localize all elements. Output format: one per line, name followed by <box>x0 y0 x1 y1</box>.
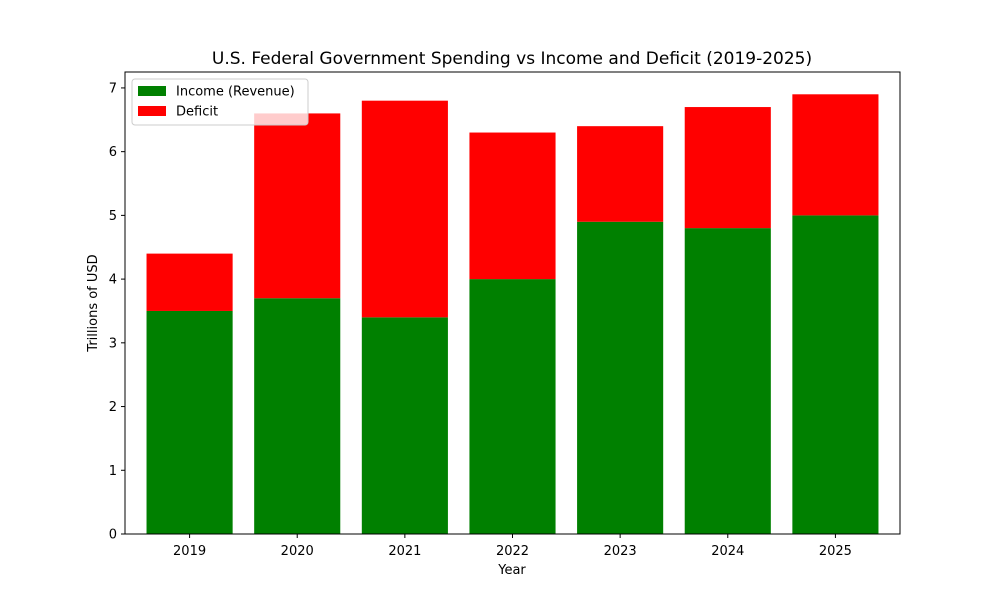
bar-income-2022 <box>469 279 556 534</box>
legend-label-deficit: Deficit <box>176 105 218 120</box>
x-tick-label: 2025 <box>819 544 852 559</box>
x-tick-label: 2019 <box>173 544 206 559</box>
bar-deficit-2024 <box>684 107 771 229</box>
bar-deficit-2019 <box>146 253 233 311</box>
y-tick-label: 4 <box>109 273 117 288</box>
legend-swatch-deficit <box>138 106 166 116</box>
bar-income-2020 <box>254 298 341 534</box>
bar-deficit-2022 <box>469 132 556 280</box>
y-tick-label: 5 <box>109 209 117 224</box>
bar-deficit-2023 <box>577 126 664 222</box>
legend-box <box>131 78 309 126</box>
chart-title: U.S. Federal Government Spending vs Inco… <box>212 49 812 69</box>
legend-label-income: Income (Revenue) <box>176 85 295 100</box>
bar-income-2025 <box>792 215 879 534</box>
x-axis-label: Year <box>497 563 526 578</box>
bar-income-2021 <box>361 317 448 534</box>
x-tick-label: 2022 <box>496 544 529 559</box>
y-tick-label: 2 <box>109 400 117 415</box>
bar-income-2024 <box>684 228 771 534</box>
bar-deficit-2021 <box>361 100 448 318</box>
legend: Income (Revenue) Deficit <box>131 78 309 126</box>
y-tick-label: 7 <box>109 81 117 96</box>
y-tick-label: 3 <box>109 336 117 351</box>
x-tick-label: 2021 <box>388 544 421 559</box>
bar-deficit-2020 <box>254 113 341 299</box>
bar-income-2019 <box>146 310 233 534</box>
x-tick-label: 2023 <box>604 544 637 559</box>
y-tick-label: 6 <box>109 145 117 160</box>
bar-deficit-2025 <box>792 94 879 216</box>
y-tick-label: 0 <box>109 528 117 543</box>
x-tick-label: 2024 <box>711 544 744 559</box>
x-tick-label: 2020 <box>281 544 314 559</box>
bars-layer <box>146 94 879 534</box>
axes-layer: 0 1 2 3 4 5 6 7 2019 2020 2021 2022 2023 2024 2025 <box>109 71 901 559</box>
bar-income-2023 <box>577 221 664 534</box>
legend-swatch-income <box>138 86 166 96</box>
y-axis-label: Trillions of USD <box>86 254 101 352</box>
y-tick-label: 1 <box>109 464 117 479</box>
